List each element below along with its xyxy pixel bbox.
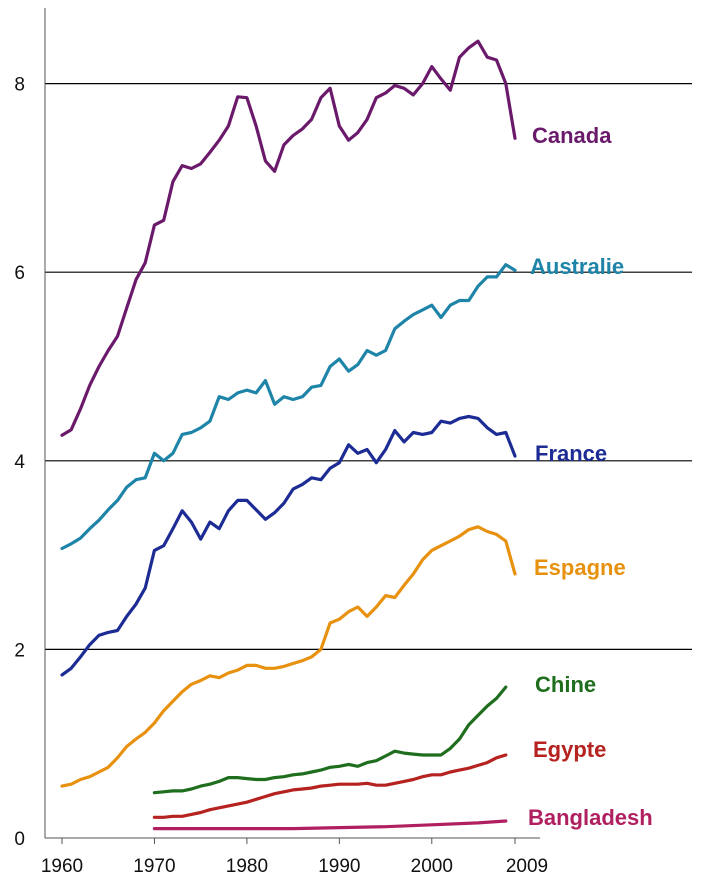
x-tick-label-1970: 1970 [133, 856, 175, 877]
series-labels: Canada Australie France Espagne Chine Egypte B… [528, 123, 653, 830]
series-line-bangladesh [152, 819, 508, 831]
series-line-espagne [60, 525, 517, 788]
x-tick-label-1980: 1980 [226, 856, 268, 877]
series-line-australie [60, 263, 517, 551]
series-label-chine: Chine [535, 672, 596, 697]
y-tick-label-4: 4 [14, 452, 25, 473]
x-tick-label-2009: 2009 [506, 856, 548, 877]
x-tick-label-1960: 1960 [41, 856, 83, 877]
y-axis-ticks: 0 2 4 6 8 [14, 75, 25, 850]
y-tick-label-0: 0 [14, 829, 25, 850]
x-axis-ticks: 1960 1970 1980 1990 2000 2009 [41, 856, 548, 877]
x-tick-label-2000: 2000 [411, 856, 453, 877]
axes [44, 8, 540, 844]
y-tick-label-8: 8 [14, 75, 25, 96]
series-line-egypte [152, 753, 508, 819]
y-tick-label-2: 2 [14, 640, 25, 661]
series-line-chine [152, 685, 508, 795]
series-lines [60, 39, 517, 831]
series-label-france: France [535, 441, 607, 466]
y-tick-label-6: 6 [14, 263, 25, 284]
x-tick-label-1990: 1990 [318, 856, 360, 877]
series-label-egypte: Egypte [533, 737, 606, 762]
series-line-canada [60, 39, 517, 437]
series-label-espagne: Espagne [534, 555, 626, 580]
series-label-bangladesh: Bangladesh [528, 805, 653, 830]
series-line-france [60, 414, 517, 677]
series-label-canada: Canada [532, 123, 612, 148]
series-label-australie: Australie [530, 254, 624, 279]
